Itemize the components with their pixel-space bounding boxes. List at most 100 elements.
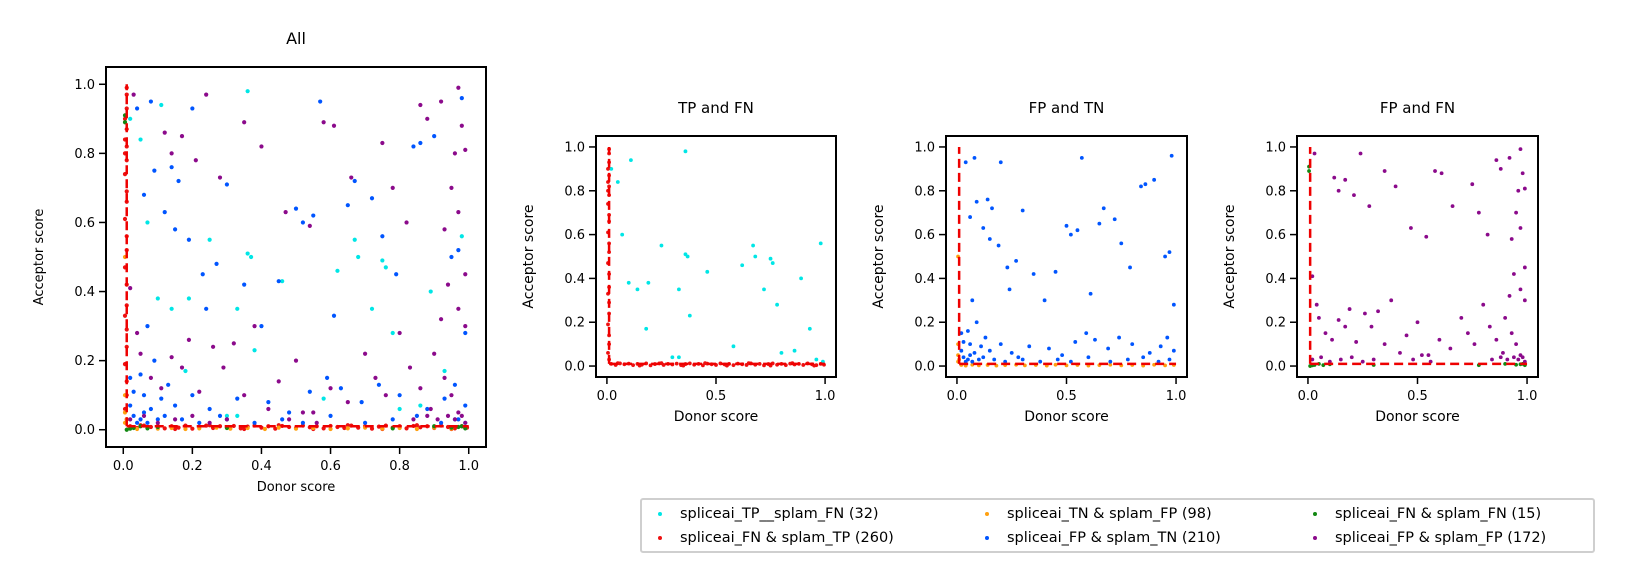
data-point [172, 417, 178, 422]
y-tick-label: 0.0 [1265, 360, 1286, 375]
axes-frame [945, 135, 1188, 378]
data-point [731, 363, 736, 368]
y-tick-label: 0.6 [914, 228, 935, 243]
data-point [1108, 362, 1113, 367]
data-point [1336, 188, 1341, 193]
legend-label: spliceai_FP & splam_TN (210) [1007, 530, 1221, 546]
data-point [221, 365, 226, 370]
x-tick-label: 0.0 [1298, 389, 1319, 404]
data-point [1382, 169, 1387, 173]
data-point [148, 406, 154, 412]
data-point [1016, 355, 1021, 360]
data-point [1404, 333, 1409, 338]
data-point [131, 389, 136, 394]
data-point [459, 123, 464, 128]
data-point [1009, 351, 1014, 355]
data-point [369, 306, 375, 311]
y-tick-label: 1.0 [914, 140, 935, 155]
data-point [262, 426, 268, 432]
legend-label: spliceai_FN & splam_TP (260) [680, 530, 894, 546]
data-point [644, 326, 649, 331]
data-point [394, 272, 399, 277]
data-point [1319, 355, 1323, 360]
legend-item: spliceai_FN & splam_TP (260) [642, 527, 894, 549]
data-point [418, 403, 423, 408]
data-point [155, 417, 160, 422]
data-point [159, 386, 164, 391]
data-point [1055, 357, 1060, 362]
data-point [293, 206, 299, 211]
data-point [757, 361, 762, 366]
data-point [1038, 359, 1043, 364]
data-point [1086, 355, 1091, 360]
data-point [606, 322, 610, 327]
data-point [1498, 166, 1503, 171]
data-point [138, 137, 143, 142]
y-axis-label: Acceptor score [871, 204, 887, 308]
data-point [449, 254, 454, 260]
y-tick-label: 0.6 [564, 228, 585, 243]
data-point [1459, 315, 1464, 320]
data-point [210, 344, 216, 349]
data-point [122, 313, 128, 318]
data-point [425, 406, 430, 412]
data-point [259, 144, 264, 149]
x-tick-label: 0.0 [597, 389, 618, 404]
data-point [992, 357, 997, 362]
data-point [1487, 324, 1492, 329]
data-point [1376, 309, 1380, 314]
data-point [328, 426, 333, 432]
data-point [352, 237, 357, 242]
data-point [459, 234, 464, 239]
data-point [345, 426, 350, 431]
data-point [459, 413, 464, 419]
x-tick-label: 0.5 [1407, 389, 1428, 404]
y-tick-label: 0.2 [74, 354, 95, 369]
data-point [1014, 258, 1019, 263]
data-point [1439, 171, 1444, 176]
data-point [753, 254, 758, 259]
data-point [338, 386, 344, 391]
data-point [1369, 324, 1374, 329]
data-point [176, 178, 181, 184]
x-tick-label: 0.4 [251, 459, 272, 474]
data-point [1367, 204, 1372, 209]
legend-item: spliceai_TP__splam_FN (32) [642, 503, 879, 525]
data-point [987, 237, 992, 241]
data-point [152, 358, 157, 363]
data-point [1169, 153, 1174, 158]
data-point [145, 323, 150, 329]
data-point [141, 393, 147, 398]
data-point [970, 298, 975, 303]
data-point [1336, 318, 1341, 322]
data-point [801, 363, 806, 367]
data-point [1343, 177, 1348, 182]
y-tick-label: 0.0 [564, 360, 585, 375]
data-point [245, 89, 250, 94]
data-point [397, 406, 402, 412]
y-tick-label: 1.0 [1265, 140, 1286, 155]
data-point [131, 413, 136, 419]
data-point [183, 368, 188, 374]
data-point [1512, 355, 1516, 360]
data-point [620, 232, 625, 237]
data-point [998, 342, 1003, 347]
data-point [463, 323, 468, 329]
data-point [659, 243, 664, 248]
data-point [1520, 171, 1525, 176]
data-point [328, 413, 333, 419]
data-point [138, 351, 143, 356]
data-point [1167, 357, 1172, 362]
data-point [331, 313, 337, 318]
data-point [1507, 294, 1512, 298]
data-point [615, 180, 620, 184]
data-point [1125, 357, 1130, 362]
data-point [1426, 353, 1431, 357]
data-point [1005, 265, 1010, 270]
data-point [414, 413, 420, 419]
panel-tp-and-fn: 0.0 0.5 1.0 0.0 0.2 0.4 0.6 0.8 1.0 TP and FN Dono… [521, 99, 837, 425]
chart-title: All [286, 29, 306, 48]
data-point [442, 227, 447, 232]
data-point [1167, 250, 1172, 255]
data-point [456, 85, 461, 90]
